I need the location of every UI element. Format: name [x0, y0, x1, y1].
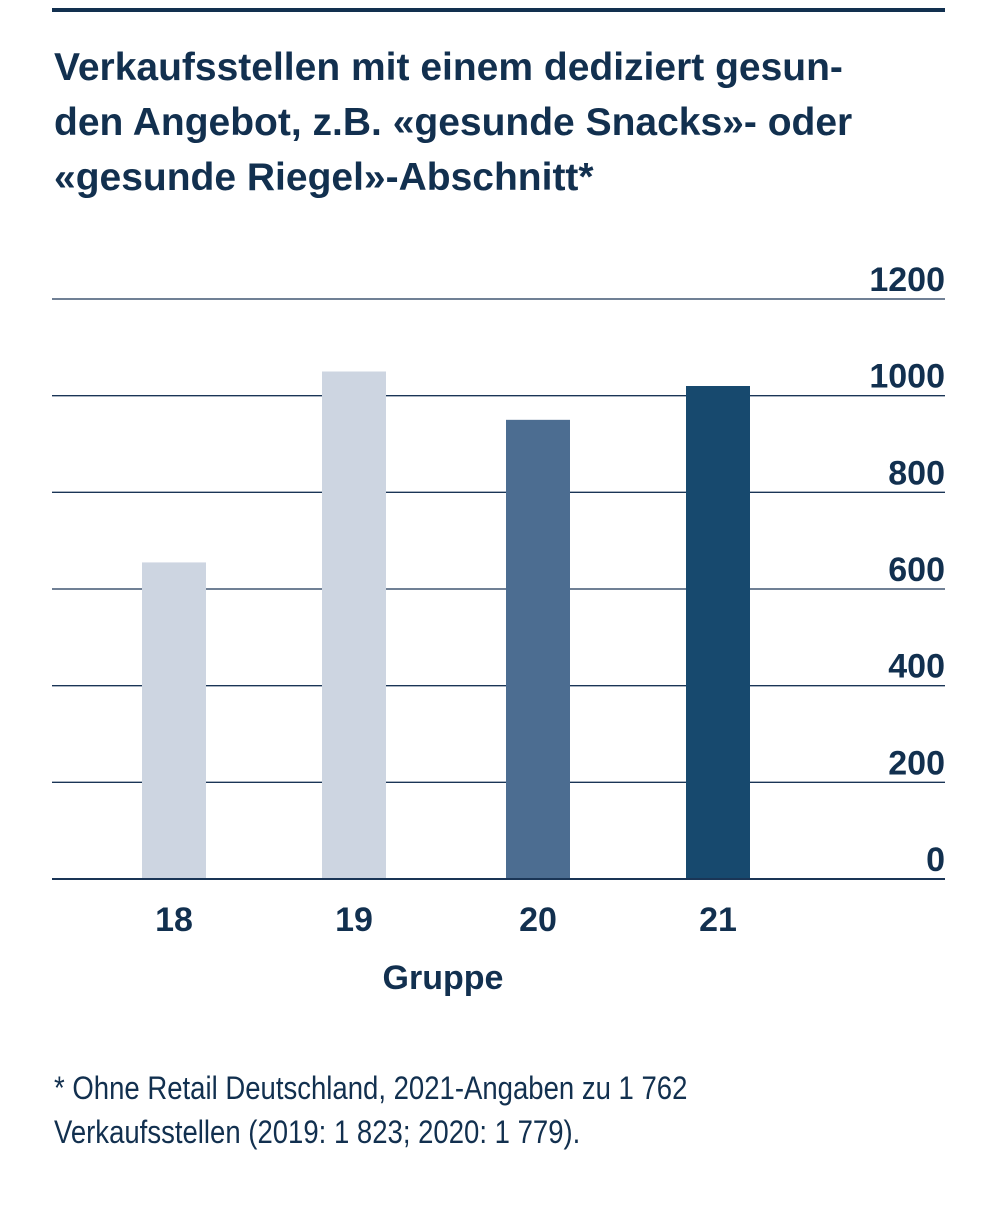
- x-tick-label: 21: [699, 901, 737, 939]
- bar-18: [142, 562, 206, 879]
- grid-lines: [52, 298, 945, 783]
- y-tick-label: 600: [888, 551, 945, 589]
- top-rule: [52, 8, 945, 12]
- x-axis-label: Gruppe: [383, 959, 504, 997]
- y-tick-label: 400: [888, 648, 945, 686]
- chart-title: Verkaufsstellen mit einem dediziert gesu…: [54, 40, 934, 205]
- title-line-3: «gesunde Riegel»-Abschnitt*: [54, 156, 594, 199]
- x-tick-label: 20: [519, 901, 557, 939]
- x-tick-label: 18: [155, 901, 193, 939]
- title-line-2: den Angebot, z.B. «gesunde Snacks»- oder: [54, 101, 853, 144]
- y-tick-label: 1000: [869, 358, 945, 396]
- x-tick-labels: 18 19 20 21: [155, 901, 737, 939]
- bars: [142, 371, 750, 879]
- y-tick-label: 1200: [869, 261, 945, 299]
- y-tick-labels: 0 200 400 600 800 1000 1200: [869, 261, 945, 879]
- footnote: * Ohne Retail Deutschland, 2021-Angaben …: [54, 1066, 687, 1154]
- y-tick-label: 0: [926, 841, 945, 879]
- footnote-line-1: * Ohne Retail Deutschland, 2021-Angaben …: [54, 1070, 688, 1106]
- footnote-line-2: Verkaufsstellen (2019: 1 823; 2020: 1 77…: [54, 1114, 581, 1150]
- title-line-1: Verkaufsstellen mit einem dediziert gesu…: [54, 46, 843, 89]
- y-tick-label: 200: [888, 744, 945, 782]
- bar-21: [686, 386, 750, 879]
- bar-19: [322, 371, 386, 879]
- x-tick-label: 19: [335, 901, 373, 939]
- bar-chart: 0 200 400 600 800 1000 1200 18 19 20 21 Gruppe: [52, 261, 945, 997]
- y-tick-label: 800: [888, 454, 945, 492]
- bar-20: [506, 419, 570, 879]
